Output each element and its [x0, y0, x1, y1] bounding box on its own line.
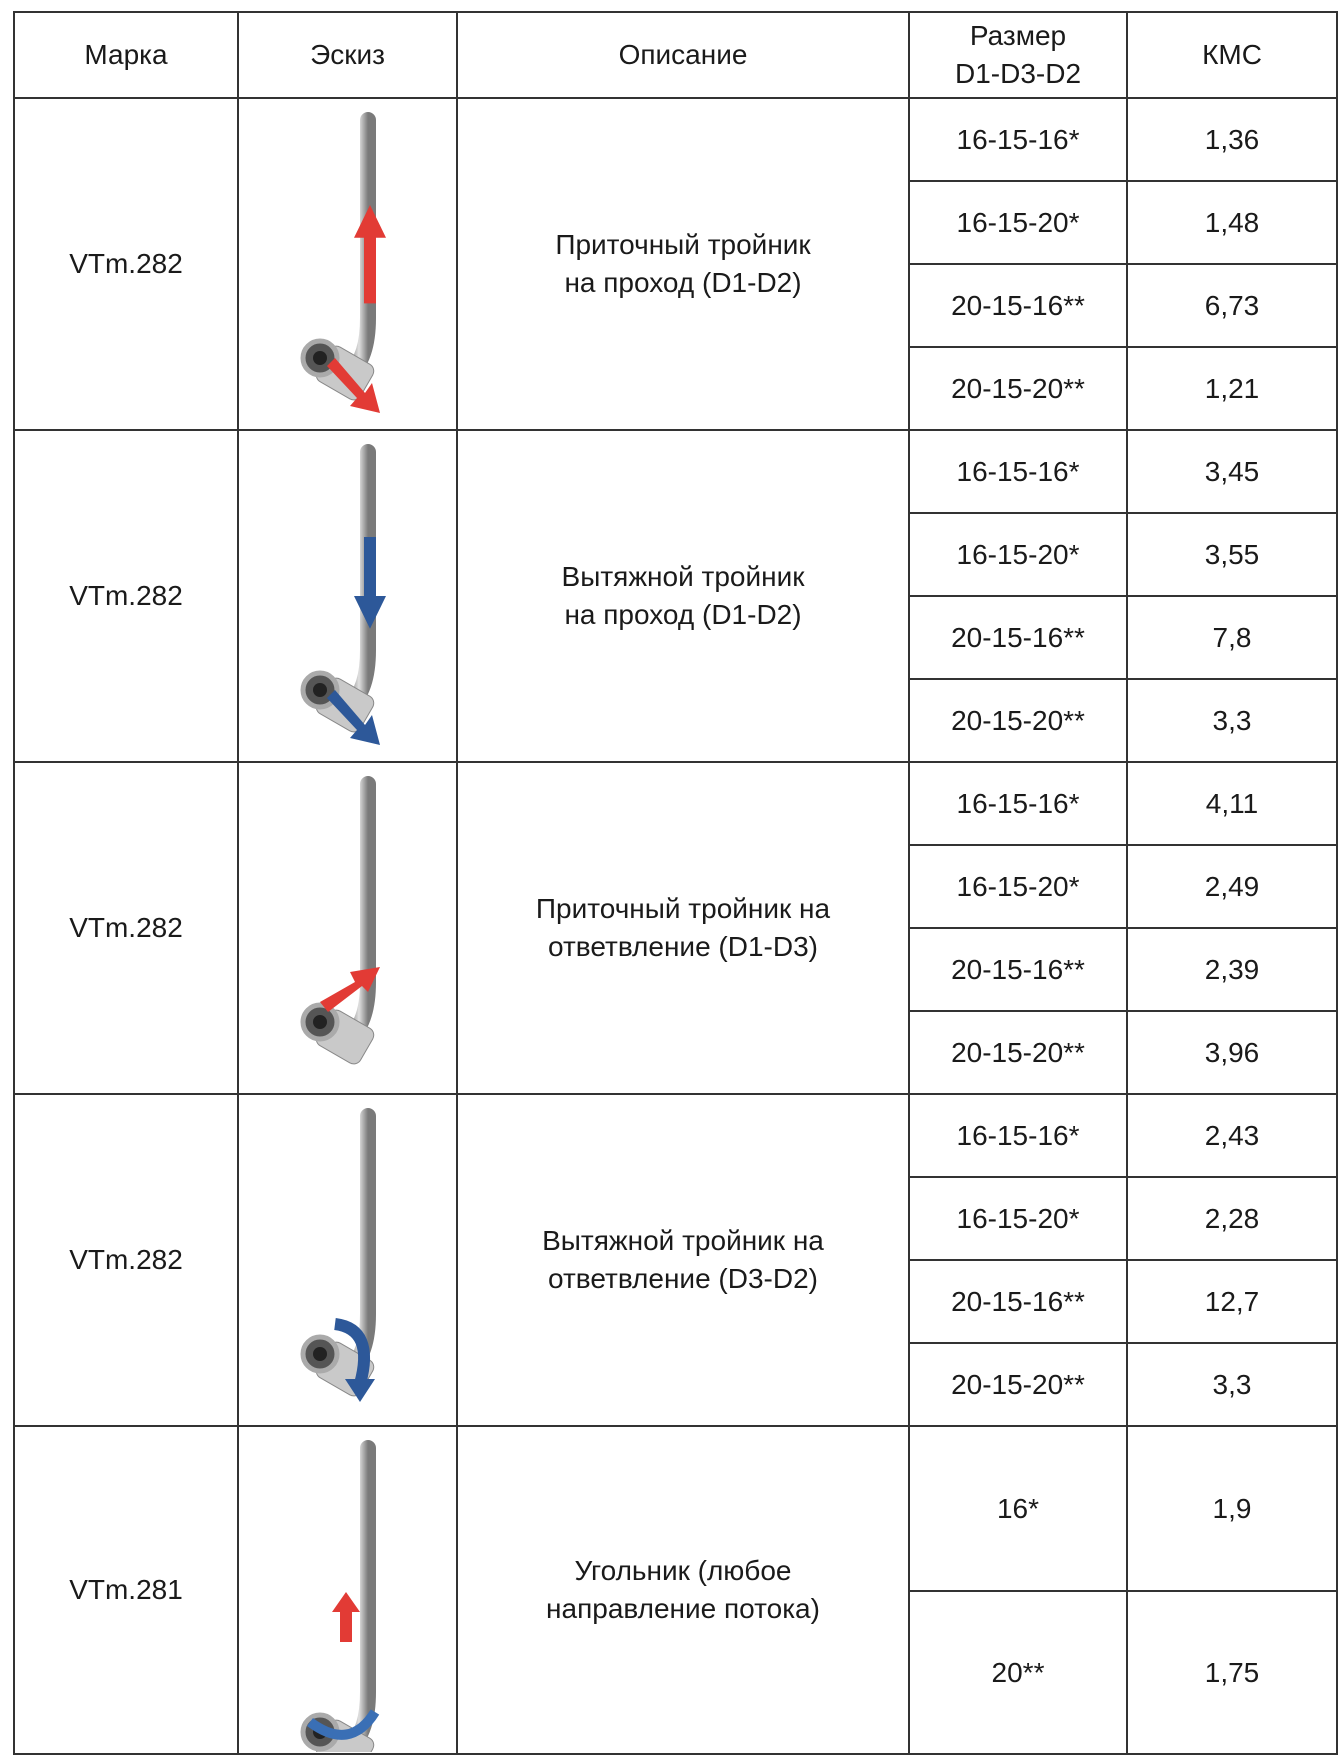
kms-cell: 2,39	[1126, 927, 1338, 1012]
table-row: 16-15-20* 2,28	[14, 1176, 1338, 1261]
size-cell: 20-15-20**	[908, 1010, 1128, 1095]
description-line: ответвление (D3-D2)	[548, 1263, 818, 1294]
header-cell: КМС	[1126, 11, 1338, 99]
kms-table: Марка Эскиз Описание Размер D1-D3-D2 КМС …	[13, 11, 1338, 1755]
table-body: Марка Эскиз Описание Размер D1-D3-D2 КМС …	[13, 11, 1338, 1755]
table-row: VTm.282 Вытяжной тройник на проход (D1-D2…	[13, 429, 1338, 763]
size-cell: 20-15-16**	[908, 1259, 1128, 1344]
mark-cell: VTm.281	[13, 1425, 239, 1755]
size-cell: 16-15-16*	[908, 761, 1128, 846]
size-cell: 20-15-16**	[908, 595, 1128, 680]
table-row: VTm.282 Приточный тройник на ответвление …	[13, 761, 1338, 1095]
sketch	[300, 1108, 376, 1402]
kms-cell: 1,9	[1126, 1425, 1338, 1592]
kms-cell: 6,73	[1126, 263, 1338, 348]
size-cell: 20-15-16**	[908, 927, 1128, 1012]
description-line: ответвление (D1-D3)	[548, 931, 818, 962]
mark-cell: VTm.282	[13, 761, 239, 1095]
description-line: на проход (D1-D2)	[564, 267, 802, 298]
table-row: 20-15-20** 1,21	[14, 346, 1338, 431]
header-cell: Марка	[13, 11, 239, 99]
sketch-cell	[237, 761, 458, 1095]
kms-cell: 3,45	[1126, 429, 1338, 514]
description-cell: Вытяжной тройник на проход (D1-D2)	[456, 429, 910, 763]
kms-cell: 3,96	[1126, 1010, 1338, 1095]
kms-cell: 1,75	[1126, 1590, 1338, 1755]
table-row: 20-15-16** 7,8	[14, 595, 1338, 680]
table-row: 16-15-20* 1,48	[14, 180, 1338, 265]
description-line: Приточный тройник	[555, 229, 811, 260]
size-cell: 20-15-16**	[908, 263, 1128, 348]
table-row: 20-15-16** 6,73	[14, 263, 1338, 348]
kms-cell: 7,8	[1126, 595, 1338, 680]
description-cell: Угольник (любое направление потока)	[456, 1425, 910, 1755]
kms-cell: 3,55	[1126, 512, 1338, 597]
description-line: Приточный тройник на	[535, 893, 831, 924]
kms-cell: 1,36	[1126, 97, 1338, 182]
kms-cell: 4,11	[1126, 761, 1338, 846]
table-row: 20-15-20** 3,3	[14, 678, 1338, 763]
table-row: VTm.282 Приточный тройник на проход (D1-D…	[13, 97, 1338, 431]
header-cell: Эскиз	[237, 11, 458, 99]
kms-cell: 2,43	[1126, 1093, 1338, 1178]
kms-cell: 2,28	[1126, 1176, 1338, 1261]
table-row: 20** 1,75	[14, 1590, 1338, 1755]
table-row: 16-15-20* 2,49	[14, 844, 1338, 929]
mark-cell: VTm.282	[13, 97, 239, 431]
kms-cell: 2,49	[1126, 844, 1338, 929]
sketch	[300, 776, 380, 1065]
table-row: VTm.281 Угольник (любое направление поток…	[13, 1425, 1338, 1755]
description-cell: Вытяжной тройник на ответвление (D3-D2)	[456, 1093, 910, 1427]
description-line: Угольник (любое	[574, 1555, 792, 1586]
table-row: 20-15-20** 3,3	[14, 1342, 1338, 1427]
size-cell: 16-15-16*	[908, 1093, 1128, 1178]
size-cell: 20-15-20**	[908, 1342, 1128, 1427]
sketch-cell	[237, 429, 458, 763]
description-cell: Приточный тройник на ответвление (D1-D3)	[456, 761, 910, 1095]
size-cell: 16-15-20*	[908, 1176, 1128, 1261]
header-cell: Описание	[456, 11, 910, 99]
table-row: 16-15-20* 3,55	[14, 512, 1338, 597]
sketch-cell	[237, 97, 458, 431]
kms-cell: 3,3	[1126, 1342, 1338, 1427]
size-cell: 16-15-20*	[908, 180, 1128, 265]
table-row: 20-15-16** 12,7	[14, 1259, 1338, 1344]
table-row: VTm.282 Вытяжной тройник на ответвление (…	[13, 1093, 1338, 1427]
kms-cell: 1,48	[1126, 180, 1338, 265]
table-row: 20-15-16** 2,39	[14, 927, 1338, 1012]
kms-cell: 1,21	[1126, 346, 1338, 431]
size-cell: 20-15-20**	[908, 346, 1128, 431]
kms-cell: 12,7	[1126, 1259, 1338, 1344]
description-line: на проход (D1-D2)	[564, 599, 802, 630]
sketch	[300, 444, 386, 745]
kms-cell: 3,3	[1126, 678, 1338, 763]
table-row: 20-15-20** 3,96	[14, 1010, 1338, 1095]
header-line: Размер	[969, 20, 1067, 51]
header-row: Марка Эскиз Описание Размер D1-D3-D2 КМС	[13, 11, 1338, 99]
sketch-cell	[237, 1093, 458, 1427]
description-line: Вытяжной тройник	[561, 561, 805, 592]
sketch	[300, 1440, 380, 1752]
sketch-cell	[237, 1425, 458, 1755]
size-cell: 16-15-20*	[908, 844, 1128, 929]
size-cell: 16-15-16*	[908, 97, 1128, 182]
mark-cell: VTm.282	[13, 429, 239, 763]
description-cell: Приточный тройник на проход (D1-D2)	[456, 97, 910, 431]
description-line: Вытяжной тройник на	[542, 1225, 824, 1256]
sketch	[300, 112, 386, 413]
size-cell: 16-15-20*	[908, 512, 1128, 597]
description-line: направление потока)	[546, 1593, 820, 1624]
size-cell: 16*	[908, 1425, 1128, 1592]
mark-cell: VTm.282	[13, 1093, 239, 1427]
header-line: D1-D3-D2	[954, 58, 1082, 89]
header-cell: Размер D1-D3-D2	[908, 11, 1128, 99]
size-cell: 20**	[908, 1590, 1128, 1755]
size-cell: 16-15-16*	[908, 429, 1128, 514]
size-cell: 20-15-20**	[908, 678, 1128, 763]
